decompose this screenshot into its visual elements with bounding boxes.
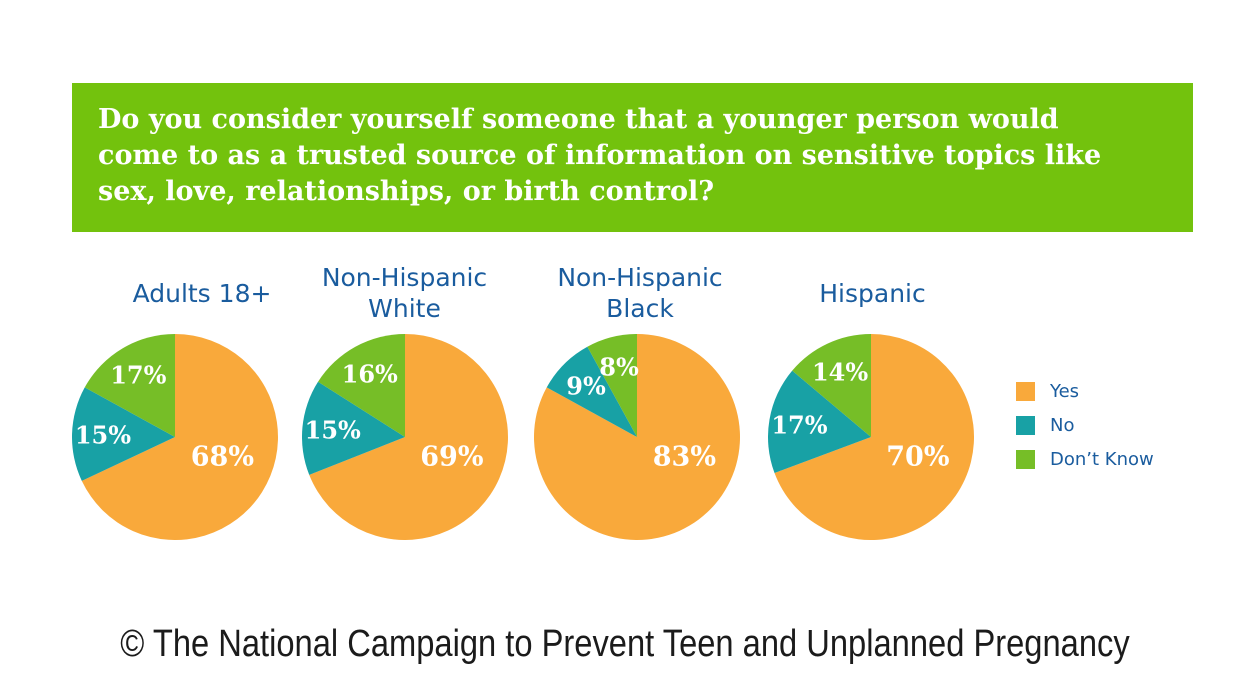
pie-title: Hispanic bbox=[819, 278, 926, 308]
question-text: Do you consider yourself someone that a … bbox=[98, 104, 1102, 207]
legend-item-no: No bbox=[1016, 416, 1154, 435]
slice-label-yes: 83% bbox=[652, 441, 717, 473]
pie-slice-yes bbox=[308, 334, 508, 540]
slice-label-no: 17% bbox=[771, 410, 828, 440]
slice-label-yes: 68% bbox=[190, 441, 255, 473]
legend-swatch-no bbox=[1016, 416, 1035, 435]
pie-title: Non-Hispanic Black bbox=[557, 263, 723, 323]
pie-slice-yes bbox=[774, 334, 974, 540]
slice-label-don-t-know: 14% bbox=[811, 357, 869, 387]
slice-label-don-t-know: 8% bbox=[599, 352, 639, 382]
legend-swatch-don-t-know bbox=[1016, 450, 1035, 469]
legend-label: Don’t Know bbox=[1050, 449, 1154, 470]
legend-item-don-t-know: Don’t Know bbox=[1016, 450, 1154, 469]
slice-label-no: 9% bbox=[566, 371, 606, 401]
pie-slice-don-t-know bbox=[84, 334, 175, 437]
pie bbox=[534, 334, 740, 540]
pie-chart-non-hispanic-white: Non-Hispanic White 69% 15% 16% bbox=[301, 263, 508, 540]
pie-slice-no bbox=[301, 381, 405, 475]
pie-title: Non-Hispanic White bbox=[321, 263, 488, 323]
pie-slice-don-t-know bbox=[317, 334, 405, 437]
slice-label-don-t-know: 17% bbox=[110, 360, 167, 390]
pie-slice-no bbox=[72, 387, 175, 481]
pie-title: Adults 18+ bbox=[132, 278, 272, 308]
pie-slice-no bbox=[546, 346, 637, 437]
question-banner: Do you consider yourself someone that a … bbox=[72, 83, 1193, 232]
slice-label-yes: 70% bbox=[886, 441, 950, 473]
pie-slice-no bbox=[767, 370, 871, 474]
pie-chart-hispanic: Hispanic 70% 17% 14% bbox=[767, 279, 974, 540]
slice-label-no: 15% bbox=[304, 415, 361, 445]
legend-item-yes: Yes bbox=[1016, 382, 1154, 401]
pie bbox=[301, 334, 508, 540]
pie bbox=[767, 334, 974, 540]
pie-slice-yes bbox=[534, 334, 740, 540]
legend: Yes No Don’t Know bbox=[1016, 382, 1154, 484]
pie-slice-don-t-know bbox=[791, 334, 871, 437]
slice-label-yes: 69% bbox=[420, 441, 484, 473]
copyright-text: © The National Campaign to Prevent Teen … bbox=[120, 623, 1130, 665]
legend-label: No bbox=[1050, 415, 1075, 436]
pie-slice-don-t-know bbox=[587, 334, 637, 437]
pie-slice-yes bbox=[81, 334, 278, 540]
slice-label-no: 15% bbox=[74, 420, 132, 450]
legend-swatch-yes bbox=[1016, 382, 1035, 401]
slice-label-don-t-know: 16% bbox=[341, 359, 398, 389]
pie-chart-non-hispanic-black: Non-Hispanic Black 83% 9% 8% bbox=[534, 263, 740, 540]
legend-label: Yes bbox=[1050, 381, 1080, 402]
pie-chart-adults-18: Adults 18+ 68% 15% 17% bbox=[72, 279, 278, 540]
pie bbox=[72, 334, 278, 540]
